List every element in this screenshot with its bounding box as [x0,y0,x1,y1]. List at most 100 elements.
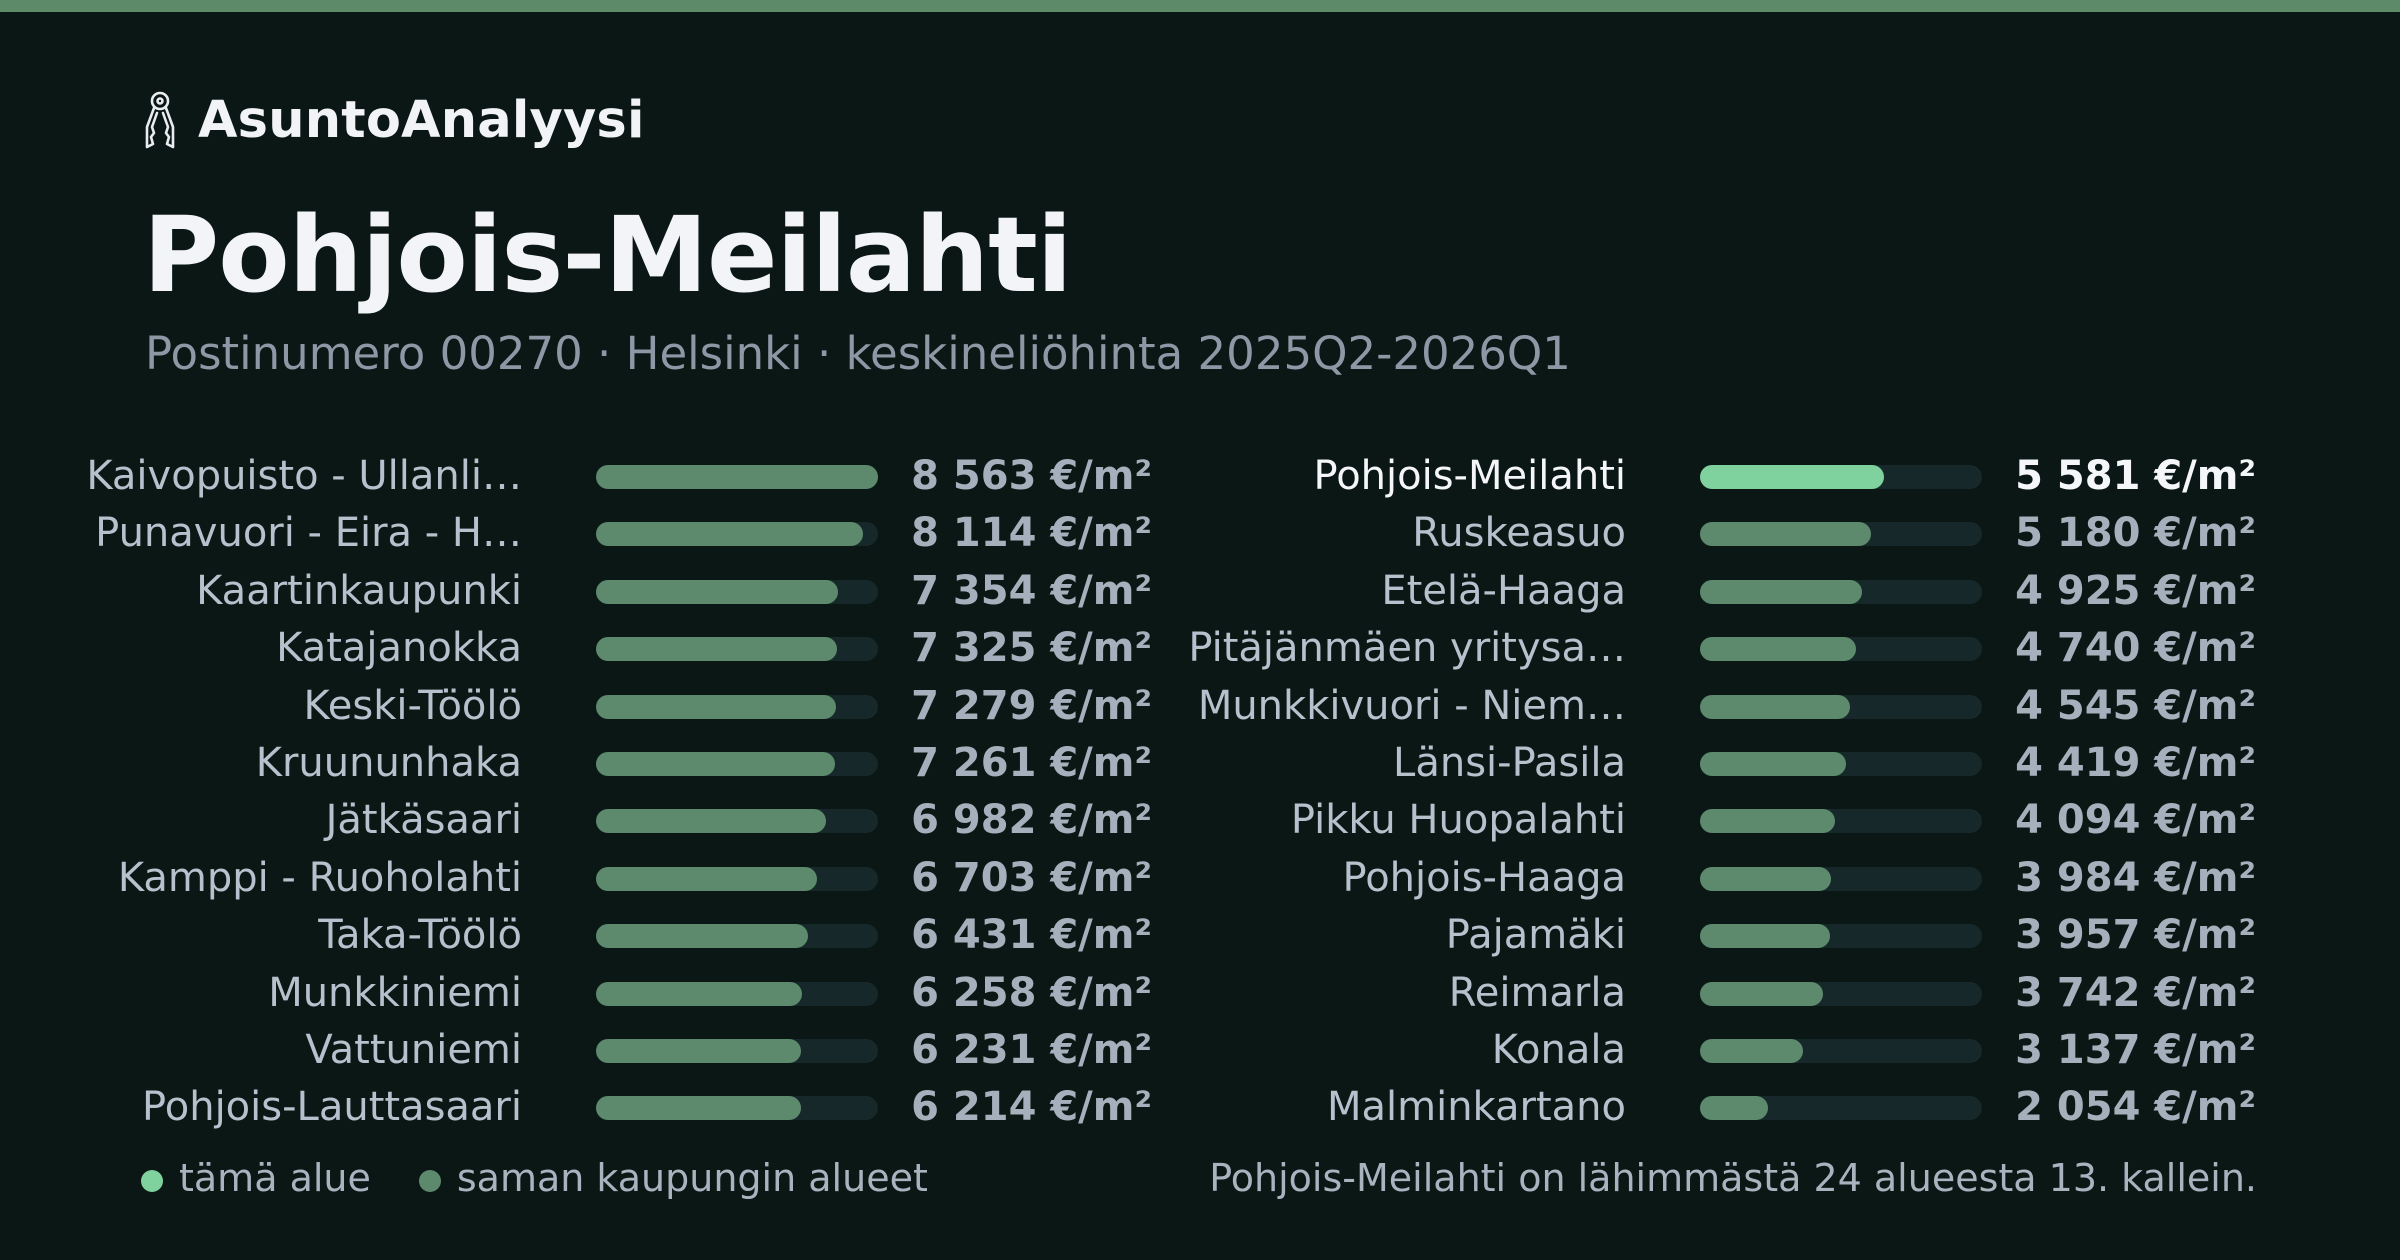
bar [596,924,808,949]
bar-value-label: 8 563 €/m² [911,453,1152,499]
bar-track [1700,752,1982,776]
bar [596,1039,802,1063]
bar-category-label: Pajamäki [1445,912,1626,959]
bar-value-label: 3 957 €/m² [2015,912,2256,959]
bar-track [1700,637,1982,662]
bar-row: Kaivopuisto - Ullanli… 8 563 €/m² [0,448,1152,505]
bar-value-label: 7 325 €/m² [911,625,1152,672]
bar-category-label: Taka-Töölö [318,912,522,959]
bar-value-label: 8 114 €/m² [911,510,1152,557]
bar-track [596,981,878,1006]
bar-category-label: Pohjois-Haaga [1342,854,1627,901]
bar-track [596,924,878,949]
bar-value-label: 3 137 €/m² [2015,1027,2256,1073]
page-subtitle: Postinumero 00270 · Helsinki · keskineli… [145,327,1571,380]
bar-value-label: 7 279 €/m² [911,682,1152,729]
legend-marker-same-city [418,1170,441,1192]
legend: tämä alue saman kaupungin alueet [141,1150,928,1206]
bar-category-label: Vattuniemi [305,1027,522,1073]
bar-track [1700,809,1982,834]
bar-value-label: 6 231 €/m² [911,1027,1152,1073]
bar-track [596,1096,878,1121]
bar-category-label: Reimarla [1448,969,1626,1016]
bar-category-label: Pikku Huopalahti [1290,797,1626,844]
brand: AsuntoAnalyysi [141,88,645,152]
bar-category-label: Kamppi - Ruoholahti [117,854,522,901]
bar-category-label: Pitäjänmäen yritysa… [1188,625,1626,672]
house-keys-icon [145,91,175,149]
bar-category-label: Kruununhaka [255,740,522,786]
bar [1700,465,1884,489]
bar-value-label: 4 419 €/m² [2015,740,2256,786]
brand-name: AsuntoAnalyysi [198,90,645,150]
bar [1700,866,1832,891]
bar [1700,579,1863,604]
bar-value-label: 5 581 €/m² [2015,453,2256,499]
bar [1700,809,1835,834]
bar [1700,981,1824,1006]
bar [596,465,878,489]
page-title: Pohjois-Meilahti [143,194,1072,316]
bar-value-label: 4 545 €/m² [2015,682,2256,729]
bar-row: Kaartinkaupunki 7 354 €/m² [0,563,1152,620]
legend-label-this-area: tämä alue [179,1156,371,1200]
legend-marker-this-area [141,1170,163,1192]
bar-row: Jätkäsaari 6 982 €/m² [0,792,1152,849]
bar [596,866,817,891]
legend-label-same-city: saman kaupungin alueet [456,1156,928,1200]
bar-value-label: 3 984 €/m² [2015,854,2256,901]
bar-category-label: Keski-Töölö [303,682,522,729]
bar-row: Katajanokka 7 325 €/m² [0,620,1152,677]
bar-value-label: 2 054 €/m² [2015,1084,2256,1131]
bar-category-label: Kaartinkaupunki [196,567,522,614]
bar-row: Malminkartano 2 054 €/m² [1070,1079,2256,1136]
bar-row: Kruununhaka 7 261 €/m² [0,735,1152,792]
bar [1700,1096,1768,1121]
bar-row: Kamppi - Ruoholahti 6 703 €/m² [0,850,1152,907]
bar-track [1700,924,1982,949]
bar-track [1700,579,1982,604]
bar [596,752,836,776]
bar-category-label: Munkkiniemi [268,969,522,1016]
bar [1700,694,1850,719]
bar-row: Vattuniemi 6 231 €/m² [0,1022,1152,1079]
bar-row: Punavuori - Eira - H… 8 114 €/m² [0,505,1152,562]
bar-track [1700,866,1982,891]
bar-track [1700,1096,1982,1121]
bar-track [1700,694,1982,719]
bar-row: Länsi-Pasila 4 419 €/m² [1070,735,2256,792]
bar-category-label: Punavuori - Eira - H… [95,510,522,557]
bar-row: Ruskeasuo 5 180 €/m² [1070,505,2256,562]
top-accent-bar [0,0,2400,12]
bar-category-label: Kaivopuisto - Ullanli… [86,453,522,499]
bar-category-label: Pohjois-Meilahti [1313,453,1627,499]
bar-value-label: 6 982 €/m² [911,797,1152,844]
bar-category-label: Konala [1491,1027,1626,1073]
bar-track [596,752,878,776]
bar-category-label: Malminkartano [1326,1084,1626,1131]
bar [1700,752,1846,776]
bar [1700,522,1871,547]
bar-track [596,809,878,834]
bar [596,579,839,604]
bar-row: Pohjois-Lauttasaari 6 214 €/m² [0,1079,1152,1136]
bar-value-label: 4 740 €/m² [2015,625,2256,672]
bar-row: Munkkivuori - Niem… 4 545 €/m² [1070,678,2256,735]
bar-category-label: Pohjois-Lauttasaari [142,1084,522,1131]
bar [1700,1039,1804,1063]
bar-track [1700,465,1982,489]
bar-row: Konala 3 137 €/m² [1070,1022,2256,1079]
bar-track [596,579,878,604]
bar-track [596,1039,878,1063]
bar-track [1700,522,1982,547]
bar-category-label: Ruskeasuo [1412,510,1626,557]
bar-value-label: 4 094 €/m² [2015,797,2256,844]
bar-row: Pohjois-Haaga 3 984 €/m² [1070,850,2257,907]
bar-track [596,637,878,662]
bar-track [596,866,878,891]
bar-category-label: Munkkivuori - Niem… [1197,682,1626,729]
bar [1700,924,1831,949]
bar [596,637,838,662]
bar-row: Pohjois-Meilahti 5 581 €/m² [1070,448,2257,505]
bar [1700,637,1857,662]
